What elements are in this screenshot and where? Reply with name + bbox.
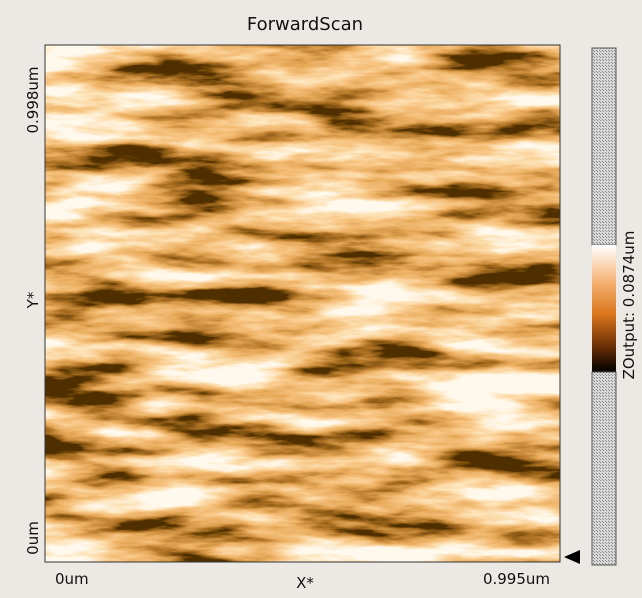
colorbar-gradient [592, 245, 616, 372]
window-title: ForwardScan [247, 14, 363, 35]
y-bottom-label: 0um [24, 521, 42, 555]
x-left-label: 0um [55, 570, 89, 588]
x-axis-label: X* [296, 574, 314, 592]
scan-texture [45, 45, 560, 562]
y-axis-label: Y* [24, 291, 42, 309]
colorbar-label: ZOutput: 0.0874um [620, 231, 638, 380]
x-right-label: 0.995um [483, 570, 550, 588]
y-top-label: 0.998um [24, 66, 42, 133]
scan-window: ForwardScan 0.998um Y* 0um 0um X* 0.995u… [0, 0, 642, 594]
colorbar-top [592, 48, 616, 245]
colorbar-bottom [592, 372, 616, 565]
level-marker[interactable] [564, 550, 580, 564]
